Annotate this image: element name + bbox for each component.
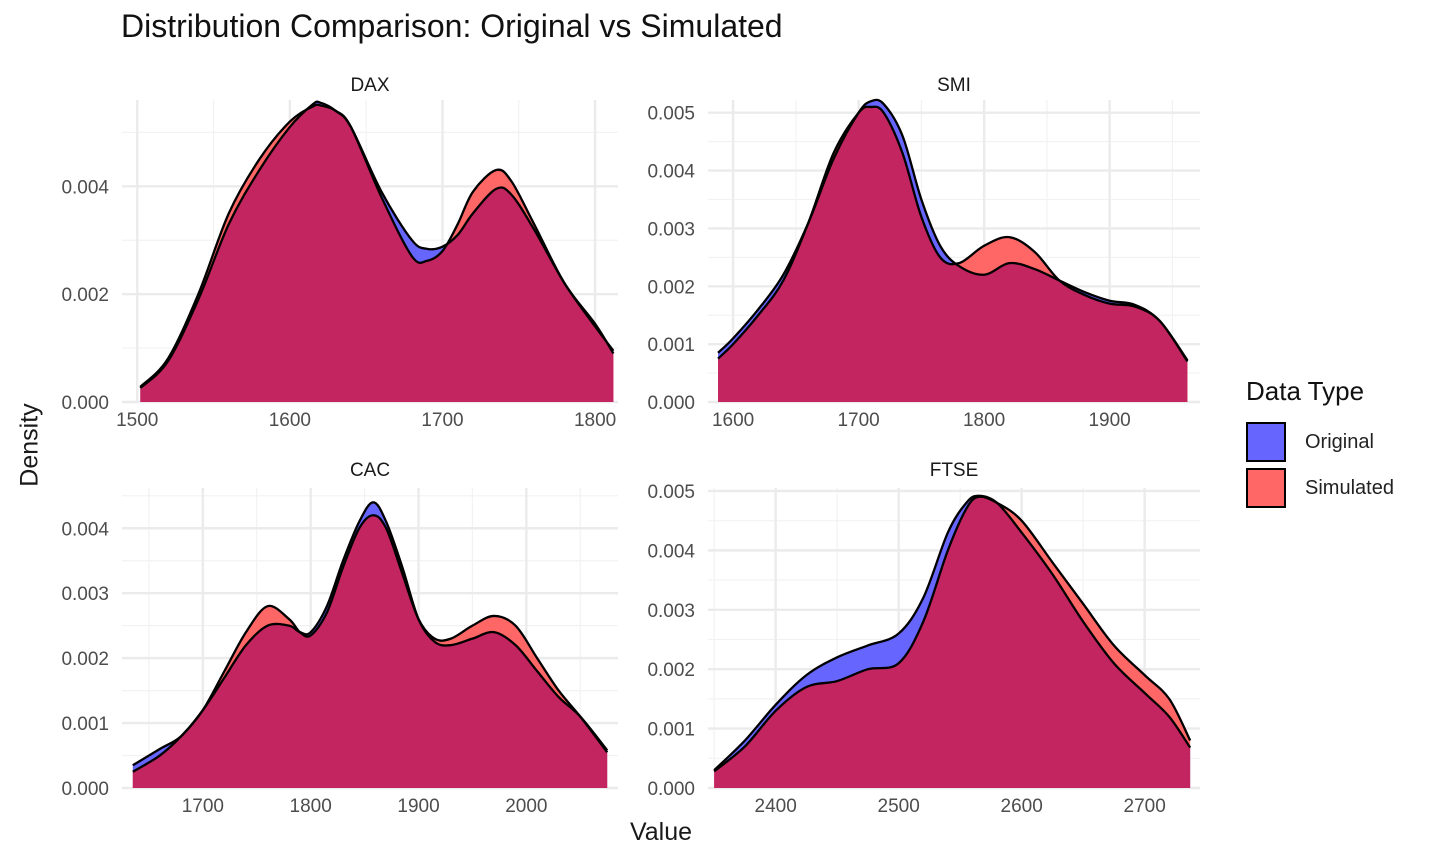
legend-swatch-original bbox=[1246, 422, 1286, 462]
y-tick-label: 0.004 bbox=[61, 177, 109, 198]
legend-item-original: Original bbox=[1246, 419, 1394, 465]
legend-label-original: Original bbox=[1305, 430, 1374, 453]
line-simulated-smi bbox=[717, 105, 1189, 363]
x-axis-label: Value bbox=[629, 818, 693, 846]
legend: Data Type Original Simulated bbox=[1246, 376, 1394, 511]
x-tick-label: 1600 bbox=[712, 410, 754, 431]
line-original-smi bbox=[717, 98, 1189, 362]
y-tick-label: 0.003 bbox=[647, 219, 695, 240]
y-tick-label: 0.004 bbox=[647, 162, 695, 183]
y-tick-label: 0.002 bbox=[647, 277, 695, 298]
y-tick-label: 0.004 bbox=[61, 519, 109, 540]
x-tick-label: 1900 bbox=[1088, 410, 1130, 431]
x-tick-label: 2000 bbox=[505, 796, 547, 817]
x-tick-label: 1700 bbox=[837, 410, 879, 431]
chart-title: Distribution Comparison: Original vs Sim… bbox=[121, 8, 783, 44]
panel-title-dax: DAX bbox=[350, 75, 389, 96]
panel-dax: DAX 1500 1600 1700 1800 0.000 0.002 0.004 bbox=[61, 75, 618, 431]
y-tick-label: 0.000 bbox=[647, 393, 695, 414]
y-tick-label: 0.002 bbox=[61, 285, 109, 306]
legend-title: Data Type bbox=[1246, 376, 1365, 406]
panel-title-smi: SMI bbox=[937, 75, 971, 96]
line-simulated-cac bbox=[132, 514, 609, 773]
area-overlap-smi bbox=[718, 106, 1188, 402]
panel-smi: SMI 1600 1700 1800 1900 0.000 0.001 0.002 0.003 0… bbox=[647, 75, 1200, 431]
y-tick-label: 0.005 bbox=[647, 482, 695, 503]
area-overlap-dax bbox=[140, 104, 614, 402]
x-tick-label: 2500 bbox=[878, 796, 920, 817]
y-tick-label: 0.002 bbox=[647, 660, 695, 681]
x-tick-label: 1900 bbox=[397, 796, 439, 817]
y-tick-label: 0.001 bbox=[647, 720, 695, 741]
y-tick-label: 0.001 bbox=[647, 335, 695, 356]
line-simulated-ftse bbox=[713, 495, 1192, 773]
y-tick-label: 0.000 bbox=[61, 393, 109, 414]
x-tick-label: 1500 bbox=[116, 410, 158, 431]
y-axis-label: Density bbox=[15, 403, 44, 487]
legend-label-simulated: Simulated bbox=[1305, 476, 1394, 499]
legend-swatch-simulated bbox=[1246, 468, 1286, 508]
y-tick-label: 0.000 bbox=[647, 779, 695, 800]
y-tick-label: 0.003 bbox=[647, 601, 695, 622]
x-tick-label: 2700 bbox=[1124, 796, 1166, 817]
x-tick-label: 1800 bbox=[963, 410, 1005, 431]
line-original-cac bbox=[132, 501, 609, 767]
panel-title-ftse: FTSE bbox=[930, 460, 979, 481]
x-tick-label: 2600 bbox=[1001, 796, 1043, 817]
area-overlap-ftse bbox=[714, 496, 1191, 788]
line-original-ftse bbox=[713, 494, 1192, 772]
panel-ftse: FTSE 2400 2500 2600 2700 0.000 0.001 0.002 0.003… bbox=[647, 460, 1200, 817]
x-tick-label: 2400 bbox=[755, 796, 797, 817]
y-tick-label: 0.004 bbox=[647, 541, 695, 562]
area-overlap-cac bbox=[132, 515, 608, 788]
x-tick-label: 1800 bbox=[290, 796, 332, 817]
line-original-dax bbox=[139, 100, 615, 389]
x-tick-label: 1700 bbox=[421, 410, 463, 431]
x-tick-label: 1800 bbox=[574, 410, 616, 431]
x-tick-label: 1600 bbox=[269, 410, 311, 431]
y-tick-label: 0.005 bbox=[647, 104, 695, 125]
panel-cac: CAC 1700 1800 1900 2000 0.000 0.001 0.002 0.003 0… bbox=[61, 460, 618, 817]
y-tick-label: 0.002 bbox=[61, 649, 109, 670]
y-tick-label: 0.001 bbox=[61, 714, 109, 735]
panel-title-cac: CAC bbox=[350, 460, 390, 481]
y-tick-label: 0.000 bbox=[61, 779, 109, 800]
line-simulated-dax bbox=[139, 103, 615, 388]
x-tick-label: 1700 bbox=[182, 796, 224, 817]
y-tick-label: 0.003 bbox=[61, 584, 109, 605]
legend-item-simulated: Simulated bbox=[1246, 465, 1394, 511]
